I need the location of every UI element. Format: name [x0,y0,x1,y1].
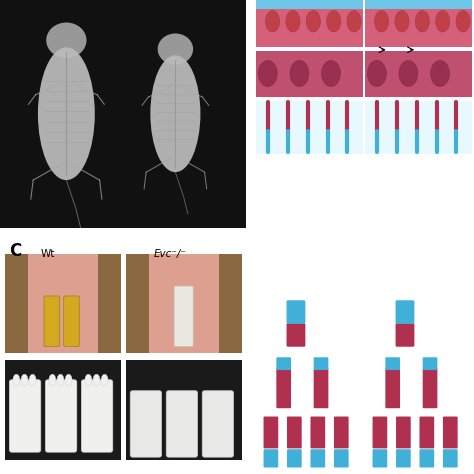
Ellipse shape [415,10,429,32]
FancyBboxPatch shape [365,101,472,154]
FancyBboxPatch shape [365,2,472,47]
FancyBboxPatch shape [0,237,246,474]
FancyBboxPatch shape [365,0,472,9]
Ellipse shape [85,374,92,386]
Ellipse shape [430,60,449,87]
FancyBboxPatch shape [82,380,113,452]
Ellipse shape [93,374,100,386]
FancyBboxPatch shape [5,360,121,460]
Ellipse shape [46,23,86,58]
Ellipse shape [65,374,72,386]
FancyBboxPatch shape [286,323,305,347]
FancyBboxPatch shape [9,380,41,452]
FancyBboxPatch shape [385,357,400,370]
FancyBboxPatch shape [256,101,363,154]
Ellipse shape [436,10,450,32]
FancyBboxPatch shape [287,417,301,448]
Ellipse shape [395,10,409,32]
Ellipse shape [367,60,386,87]
Text: C: C [9,242,22,260]
FancyBboxPatch shape [5,254,37,353]
Ellipse shape [327,10,341,32]
FancyBboxPatch shape [373,449,387,467]
FancyBboxPatch shape [423,368,438,408]
FancyBboxPatch shape [310,449,325,467]
FancyBboxPatch shape [126,360,242,460]
Ellipse shape [290,60,309,87]
FancyBboxPatch shape [0,0,246,228]
Ellipse shape [158,34,193,65]
FancyBboxPatch shape [130,391,162,457]
Ellipse shape [321,60,340,87]
FancyBboxPatch shape [5,254,121,353]
Ellipse shape [49,374,56,386]
Ellipse shape [57,374,64,386]
FancyBboxPatch shape [310,417,325,448]
FancyBboxPatch shape [276,357,291,370]
FancyBboxPatch shape [264,449,278,467]
FancyBboxPatch shape [334,417,349,448]
FancyBboxPatch shape [314,368,328,408]
Ellipse shape [150,55,201,172]
FancyBboxPatch shape [264,417,278,448]
FancyBboxPatch shape [365,356,472,410]
Ellipse shape [286,10,300,32]
FancyBboxPatch shape [126,254,158,353]
FancyBboxPatch shape [64,296,79,346]
Ellipse shape [258,60,277,87]
FancyBboxPatch shape [365,415,472,469]
Ellipse shape [13,374,20,386]
FancyBboxPatch shape [256,415,363,469]
Ellipse shape [374,10,389,32]
Ellipse shape [265,10,280,32]
FancyBboxPatch shape [256,2,363,47]
FancyBboxPatch shape [373,417,387,448]
FancyBboxPatch shape [365,51,472,97]
Ellipse shape [29,374,36,386]
FancyBboxPatch shape [126,254,242,353]
FancyBboxPatch shape [28,254,98,353]
Ellipse shape [399,60,418,87]
FancyBboxPatch shape [46,380,77,452]
FancyBboxPatch shape [423,357,438,370]
FancyBboxPatch shape [256,0,474,228]
Ellipse shape [38,47,95,180]
FancyBboxPatch shape [209,254,242,353]
Ellipse shape [306,10,320,32]
Ellipse shape [21,374,28,386]
Text: Wt: Wt [40,249,55,259]
FancyBboxPatch shape [314,357,328,370]
FancyBboxPatch shape [166,391,198,457]
FancyBboxPatch shape [419,449,434,467]
FancyBboxPatch shape [443,449,458,467]
FancyBboxPatch shape [396,417,410,448]
FancyBboxPatch shape [419,417,434,448]
FancyBboxPatch shape [88,254,121,353]
FancyBboxPatch shape [395,301,414,324]
FancyBboxPatch shape [395,323,414,347]
FancyBboxPatch shape [149,254,219,353]
Ellipse shape [101,374,108,386]
FancyBboxPatch shape [334,449,349,467]
Ellipse shape [456,10,470,32]
FancyBboxPatch shape [256,0,363,9]
FancyBboxPatch shape [256,51,363,97]
Ellipse shape [347,10,361,32]
FancyBboxPatch shape [396,449,410,467]
FancyBboxPatch shape [287,449,301,467]
FancyBboxPatch shape [276,368,291,408]
FancyBboxPatch shape [256,296,363,351]
FancyBboxPatch shape [44,296,60,346]
Text: Evc⁻/⁻: Evc⁻/⁻ [154,249,187,259]
FancyBboxPatch shape [174,286,193,346]
FancyBboxPatch shape [202,391,234,457]
FancyBboxPatch shape [385,368,400,408]
FancyBboxPatch shape [256,356,363,410]
FancyBboxPatch shape [286,301,305,324]
FancyBboxPatch shape [443,417,458,448]
FancyBboxPatch shape [365,296,472,351]
